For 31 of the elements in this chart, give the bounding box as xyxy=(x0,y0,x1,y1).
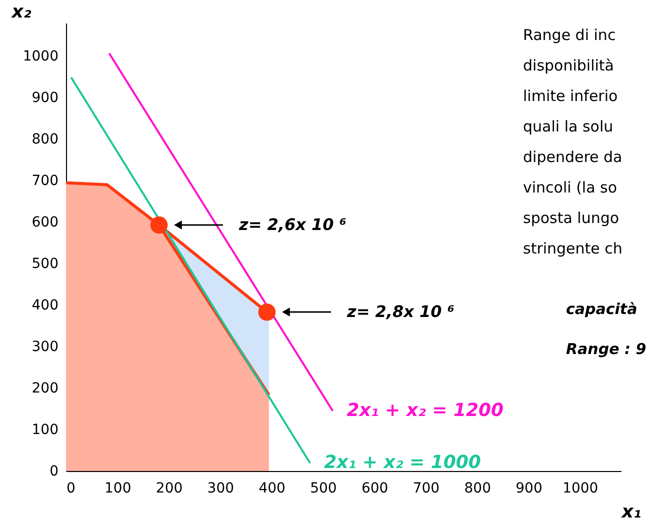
y-tick-label: 700 xyxy=(32,173,58,190)
y-tick-label: 400 xyxy=(32,298,58,314)
y-tick-label: 200 xyxy=(32,380,58,397)
y-tick-label: 800 xyxy=(32,132,58,148)
y-tick-label: 300 xyxy=(32,339,58,356)
x-tick-label: 700 xyxy=(412,480,440,496)
annotation: z= 2,8x 10 ⁶ xyxy=(346,302,454,321)
x-tick-label: 0 xyxy=(66,480,76,496)
x-tick-label: 500 xyxy=(310,480,337,496)
annotation: z= 2,6x 10 ⁶ xyxy=(238,215,346,234)
y-tick-label: 1000 xyxy=(22,48,58,65)
y-tick-label: 500 xyxy=(32,256,58,272)
x-tick-label: 600 xyxy=(361,480,388,496)
x-axis-title: x₁ xyxy=(620,502,642,522)
annotation: Range di inc disponibilità limite inferio quali la solu dipendere da vincoli (la so sposta lungo stringente ch xyxy=(523,26,622,258)
y-tick-label: 100 xyxy=(32,422,58,438)
x-tick-label: 1000 xyxy=(562,480,598,496)
series-label: 2x₁ + x₂ = 1000 xyxy=(324,452,481,474)
x-tick-label: 200 xyxy=(156,480,183,496)
y-tick-label: 900 xyxy=(32,90,58,106)
x-tick-label: 100 xyxy=(104,480,132,496)
annotation: capacità xyxy=(566,300,638,318)
x-tick-label: 800 xyxy=(464,480,491,496)
x-tick-label: 400 xyxy=(258,480,286,496)
y-tick-label: 0 xyxy=(50,464,58,480)
series-label: 2x₁ + x₂ = 1200 xyxy=(346,400,504,421)
y-axis-title: x₂ xyxy=(10,2,32,22)
x-tick-label: 300 xyxy=(207,480,234,496)
x-tick-label: 900 xyxy=(516,480,542,496)
annotation: Range : 9 xyxy=(566,340,646,358)
y-tick-label: 600 xyxy=(32,214,58,231)
